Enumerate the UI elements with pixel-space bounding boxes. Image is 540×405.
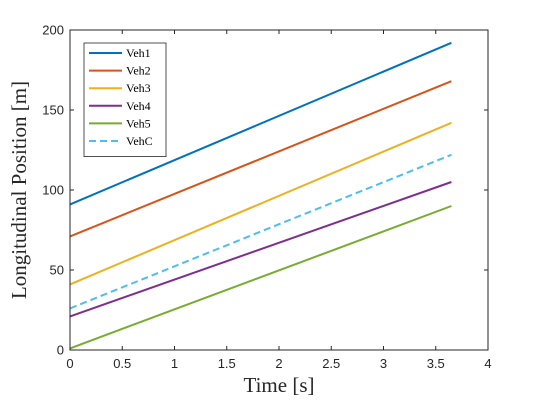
x-tick-label: 2.5 xyxy=(322,356,340,371)
y-tick-label: 100 xyxy=(42,183,64,198)
series-line-veh1 xyxy=(69,41,452,206)
y-tick-label: 200 xyxy=(42,23,64,38)
y-axis-ticks: 0 50 100 150 200 xyxy=(42,23,488,358)
x-tick-label: 3.5 xyxy=(427,356,445,371)
series-line-veh5 xyxy=(69,205,452,350)
x-tick-label: 1 xyxy=(171,356,178,371)
legend-label: Veh1 xyxy=(126,46,151,60)
y-tick-label: 0 xyxy=(57,343,64,358)
y-axis-label: Longitudinal Position [m] xyxy=(7,81,31,299)
legend-label: VehC xyxy=(126,134,153,148)
legend: Veh1 Veh2 Veh3 Veh4 Veh5 VehC xyxy=(83,42,167,157)
series-line-vehc xyxy=(69,153,452,310)
legend-label: Veh5 xyxy=(126,116,151,130)
x-axis-label: Time [s] xyxy=(244,373,315,397)
series-layer xyxy=(69,41,452,350)
y-tick-label: 150 xyxy=(42,103,64,118)
x-tick-label: 0.5 xyxy=(113,356,131,371)
x-axis-ticks: 0 0.5 1 1.5 2 2.5 3 3.5 4 xyxy=(66,30,492,371)
legend-label: Veh3 xyxy=(126,81,151,95)
series-line-veh2 xyxy=(69,80,452,238)
x-tick-label: 0 xyxy=(66,356,73,371)
legend-box xyxy=(83,42,167,157)
series-line-veh4 xyxy=(69,181,452,318)
x-tick-label: 2 xyxy=(275,356,282,371)
legend-label: Veh2 xyxy=(126,64,151,78)
x-tick-label: 1.5 xyxy=(218,356,236,371)
series-line-veh3 xyxy=(69,121,452,286)
x-tick-label: 4 xyxy=(484,356,491,371)
y-tick-label: 50 xyxy=(50,263,64,278)
x-tick-label: 3 xyxy=(380,356,387,371)
legend-label: Veh4 xyxy=(126,99,151,113)
